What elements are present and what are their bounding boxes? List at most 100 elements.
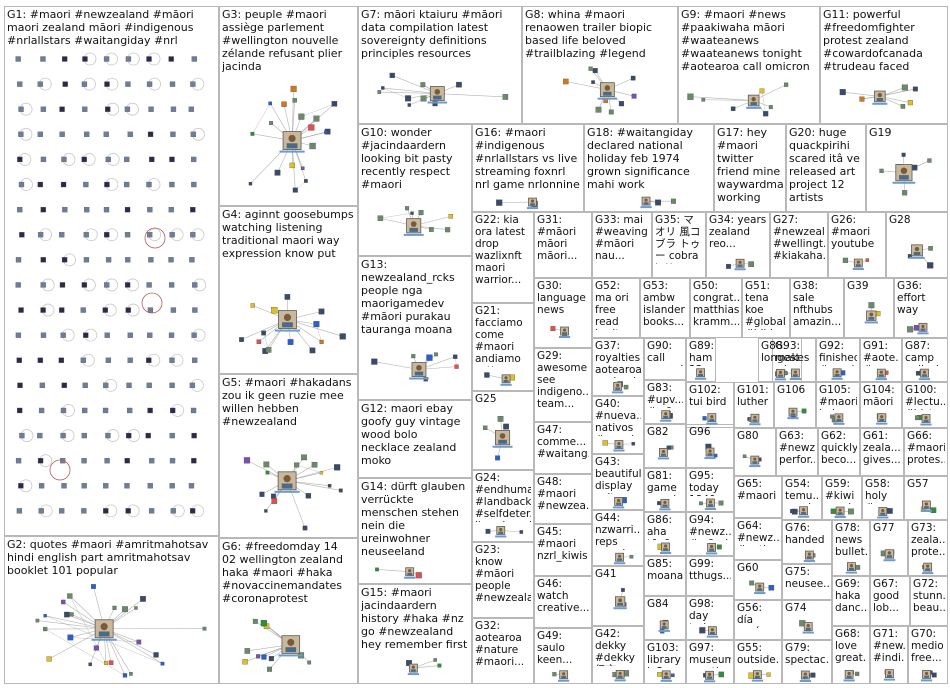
- g70-vertex: [931, 672, 937, 678]
- g1-vertex: [37, 232, 44, 238]
- g8-hub-avatar-head: [604, 85, 611, 91]
- g1-vertex: [145, 432, 151, 439]
- g2-hub-avatar-head: [100, 622, 108, 631]
- g1-vertex: [83, 332, 89, 338]
- g104-hub-caption: [876, 422, 888, 425]
- g42-hub-avatar-body: [617, 675, 623, 678]
- g2-vertex: [136, 639, 142, 645]
- g1-vertex: [18, 181, 25, 188]
- g1-vertex: [84, 131, 90, 137]
- g2-vertex: [93, 645, 99, 651]
- g70-cell-border: [908, 626, 948, 684]
- g4-vertex: [318, 308, 325, 315]
- g1-vertex: [124, 483, 130, 489]
- g2-vertex: [64, 611, 70, 618]
- g9-edge: [690, 96, 754, 101]
- g1-vertex: [146, 56, 152, 62]
- g42-hub-caption: [614, 679, 626, 682]
- g1-cell-border: [4, 6, 219, 536]
- g40-hub-caption: [613, 449, 625, 452]
- g79-hub-caption: [799, 680, 811, 683]
- g103-vertex: [671, 673, 675, 678]
- g1-vertex: [189, 508, 196, 514]
- g95-vertex: [699, 501, 703, 506]
- g1-vertex: [15, 56, 21, 62]
- g41-hub-caption: [613, 607, 627, 610]
- g77-hub-avatar-head: [887, 551, 892, 555]
- g2-edge: [37, 620, 105, 630]
- g1-vertex: [124, 458, 130, 464]
- g2-vertex: [129, 672, 133, 676]
- g103-hub-avatar-body: [663, 676, 669, 679]
- g55-vertex: [766, 672, 771, 677]
- g9-vertex: [768, 105, 773, 110]
- g9-vertex: [730, 106, 736, 111]
- g79-hub-avatar-head: [803, 672, 807, 676]
- g106-hub-avatar-head: [791, 409, 795, 413]
- g26-vertex: [842, 257, 849, 263]
- g58-cell-border: [862, 476, 904, 520]
- g11-vertex: [912, 86, 918, 92]
- g4-vertex: [287, 339, 294, 345]
- g41-cell-border: [592, 566, 644, 626]
- g24-vertex: [485, 528, 491, 534]
- g1-vertex: [39, 382, 46, 389]
- g8-hub-avatar-body: [603, 91, 612, 96]
- g1-vertex: [147, 307, 154, 313]
- g24-vertex: [519, 530, 524, 534]
- g57-hub-avatar-head: [924, 502, 928, 506]
- g3-vertex: [324, 130, 328, 134]
- g88-hub-caption: [774, 378, 787, 381]
- g93-hub-avatar-head: [793, 370, 797, 374]
- g56-cell-border: [734, 600, 782, 640]
- g1-vertex: [37, 181, 43, 188]
- g58-hub-caption: [877, 516, 889, 519]
- g1-vertex: [170, 131, 176, 137]
- g16-hub-caption: [526, 207, 539, 210]
- g70-hub-avatar-head: [924, 671, 929, 676]
- g100-hub-caption: [920, 423, 932, 426]
- g2-vertex: [122, 673, 128, 678]
- g33-cell-border: [592, 212, 652, 278]
- g11-cell-border: [820, 6, 948, 124]
- g2-vertex: [69, 612, 74, 617]
- g36-hub-avatar-head: [921, 324, 925, 328]
- g87-cell-border: [902, 338, 948, 382]
- g14-hub-avatar-head: [408, 569, 412, 573]
- g1-vertex: [38, 483, 45, 489]
- g81-hub-caption: [659, 508, 671, 511]
- g5-vertex: [264, 509, 268, 513]
- g2-vertex: [108, 660, 114, 665]
- g28-vertex: [928, 246, 933, 251]
- g7-vertex: [381, 86, 385, 90]
- g106-cell-border: [774, 382, 816, 428]
- g68-hub-avatar-body: [846, 675, 852, 678]
- g1-vertex: [127, 131, 133, 137]
- g1-vertex: [103, 508, 109, 514]
- g1-vertex: [83, 257, 90, 263]
- g1-vertex: [37, 432, 43, 439]
- g1-vertex: [102, 407, 109, 414]
- g1-vertex: [105, 106, 111, 112]
- g37-cell-border: [592, 338, 644, 396]
- g1-vertex: [192, 307, 198, 313]
- g27-cell-border: [770, 212, 828, 278]
- g1-vertex: [104, 332, 110, 338]
- g5-vertex: [301, 454, 307, 461]
- g1-vertex: [60, 181, 67, 188]
- g59-cell-border: [822, 476, 862, 520]
- g57-hub-caption: [920, 509, 932, 512]
- g13-vertex: [371, 358, 378, 365]
- g1-vertex: [146, 181, 152, 188]
- g21-hub-caption: [500, 383, 512, 386]
- g1-vertex: [62, 81, 68, 87]
- g95-cell-border: [686, 468, 734, 512]
- g55-hub-avatar-head: [755, 672, 759, 676]
- g97-hub-avatar-body: [707, 676, 712, 679]
- g102-vertex: [702, 416, 707, 421]
- g7-hub-avatar-head: [434, 89, 441, 95]
- g81-vertex: [657, 501, 661, 506]
- g89-hub-caption: [694, 377, 707, 380]
- g105-hub-avatar-head: [837, 415, 841, 419]
- g25-hub-avatar-body: [498, 439, 507, 444]
